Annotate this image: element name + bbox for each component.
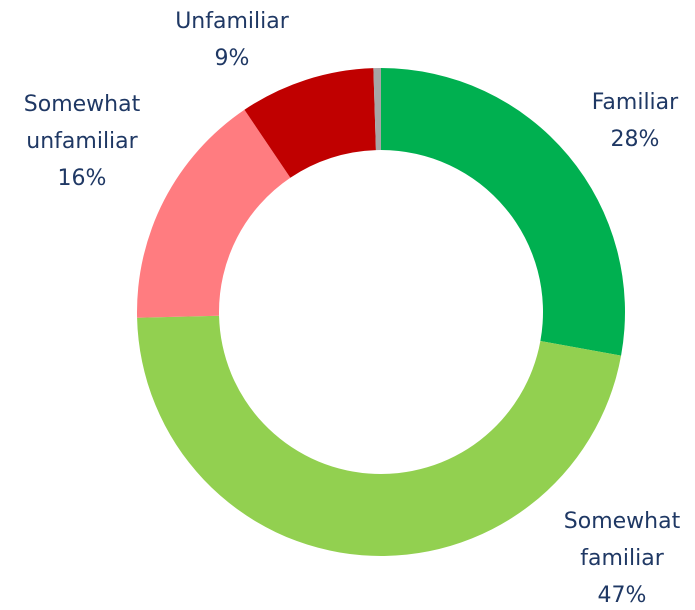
donut-segment — [244, 68, 376, 178]
donut-segment — [381, 68, 625, 356]
donut-segment — [137, 315, 622, 557]
category-label: Familiar — [592, 90, 679, 115]
donut-segment — [373, 68, 381, 151]
category-label: Somewhat unfamiliar — [24, 92, 141, 154]
value-label: 47% — [598, 583, 647, 608]
value-label: 9% — [215, 46, 250, 71]
donut-segment — [137, 109, 291, 318]
value-label: 16% — [58, 166, 107, 191]
category-label: Somewhat familiar — [564, 509, 681, 571]
category-label: Unfamiliar — [175, 9, 290, 34]
value-label: 28% — [611, 127, 660, 152]
